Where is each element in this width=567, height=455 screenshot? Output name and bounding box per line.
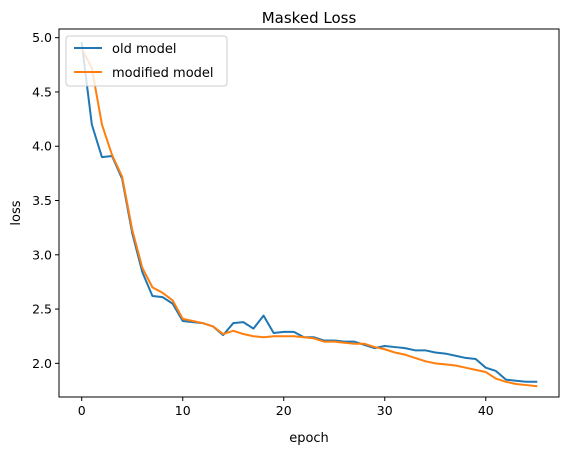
y-axis: 2.0 2.5 3.0 3.5 4.0 4.5 5.0 xyxy=(32,30,59,371)
y-tick-label: 2.5 xyxy=(32,302,52,317)
y-tick-label: 2.0 xyxy=(32,356,52,371)
plot-area xyxy=(80,41,538,388)
chart-title: Masked Loss xyxy=(262,9,357,27)
y-tick-label: 3.0 xyxy=(32,247,52,262)
legend-box xyxy=(65,35,228,87)
x-tick-label: 0 xyxy=(78,403,86,418)
legend-label-old-model: old model xyxy=(112,42,176,57)
legend-label-modified-model: modified model xyxy=(112,66,214,81)
x-axis-label: epoch xyxy=(289,431,329,446)
x-tick-label: 30 xyxy=(377,403,393,418)
y-tick-label: 5.0 xyxy=(32,30,52,45)
x-axis: 0 10 20 30 40 xyxy=(78,397,494,418)
legend: old model modified model xyxy=(65,35,228,87)
y-tick-label: 4.5 xyxy=(32,84,52,99)
y-tick-label: 3.5 xyxy=(32,193,52,208)
plot-frame xyxy=(58,28,560,398)
series-line-modified-model xyxy=(80,47,538,388)
x-tick-label: 40 xyxy=(478,403,494,418)
x-tick-label: 20 xyxy=(276,403,292,418)
x-tick-label: 10 xyxy=(175,403,191,418)
series-line-old-model xyxy=(80,41,538,383)
y-tick-label: 4.0 xyxy=(32,139,52,154)
y-axis-label: loss xyxy=(9,200,24,225)
